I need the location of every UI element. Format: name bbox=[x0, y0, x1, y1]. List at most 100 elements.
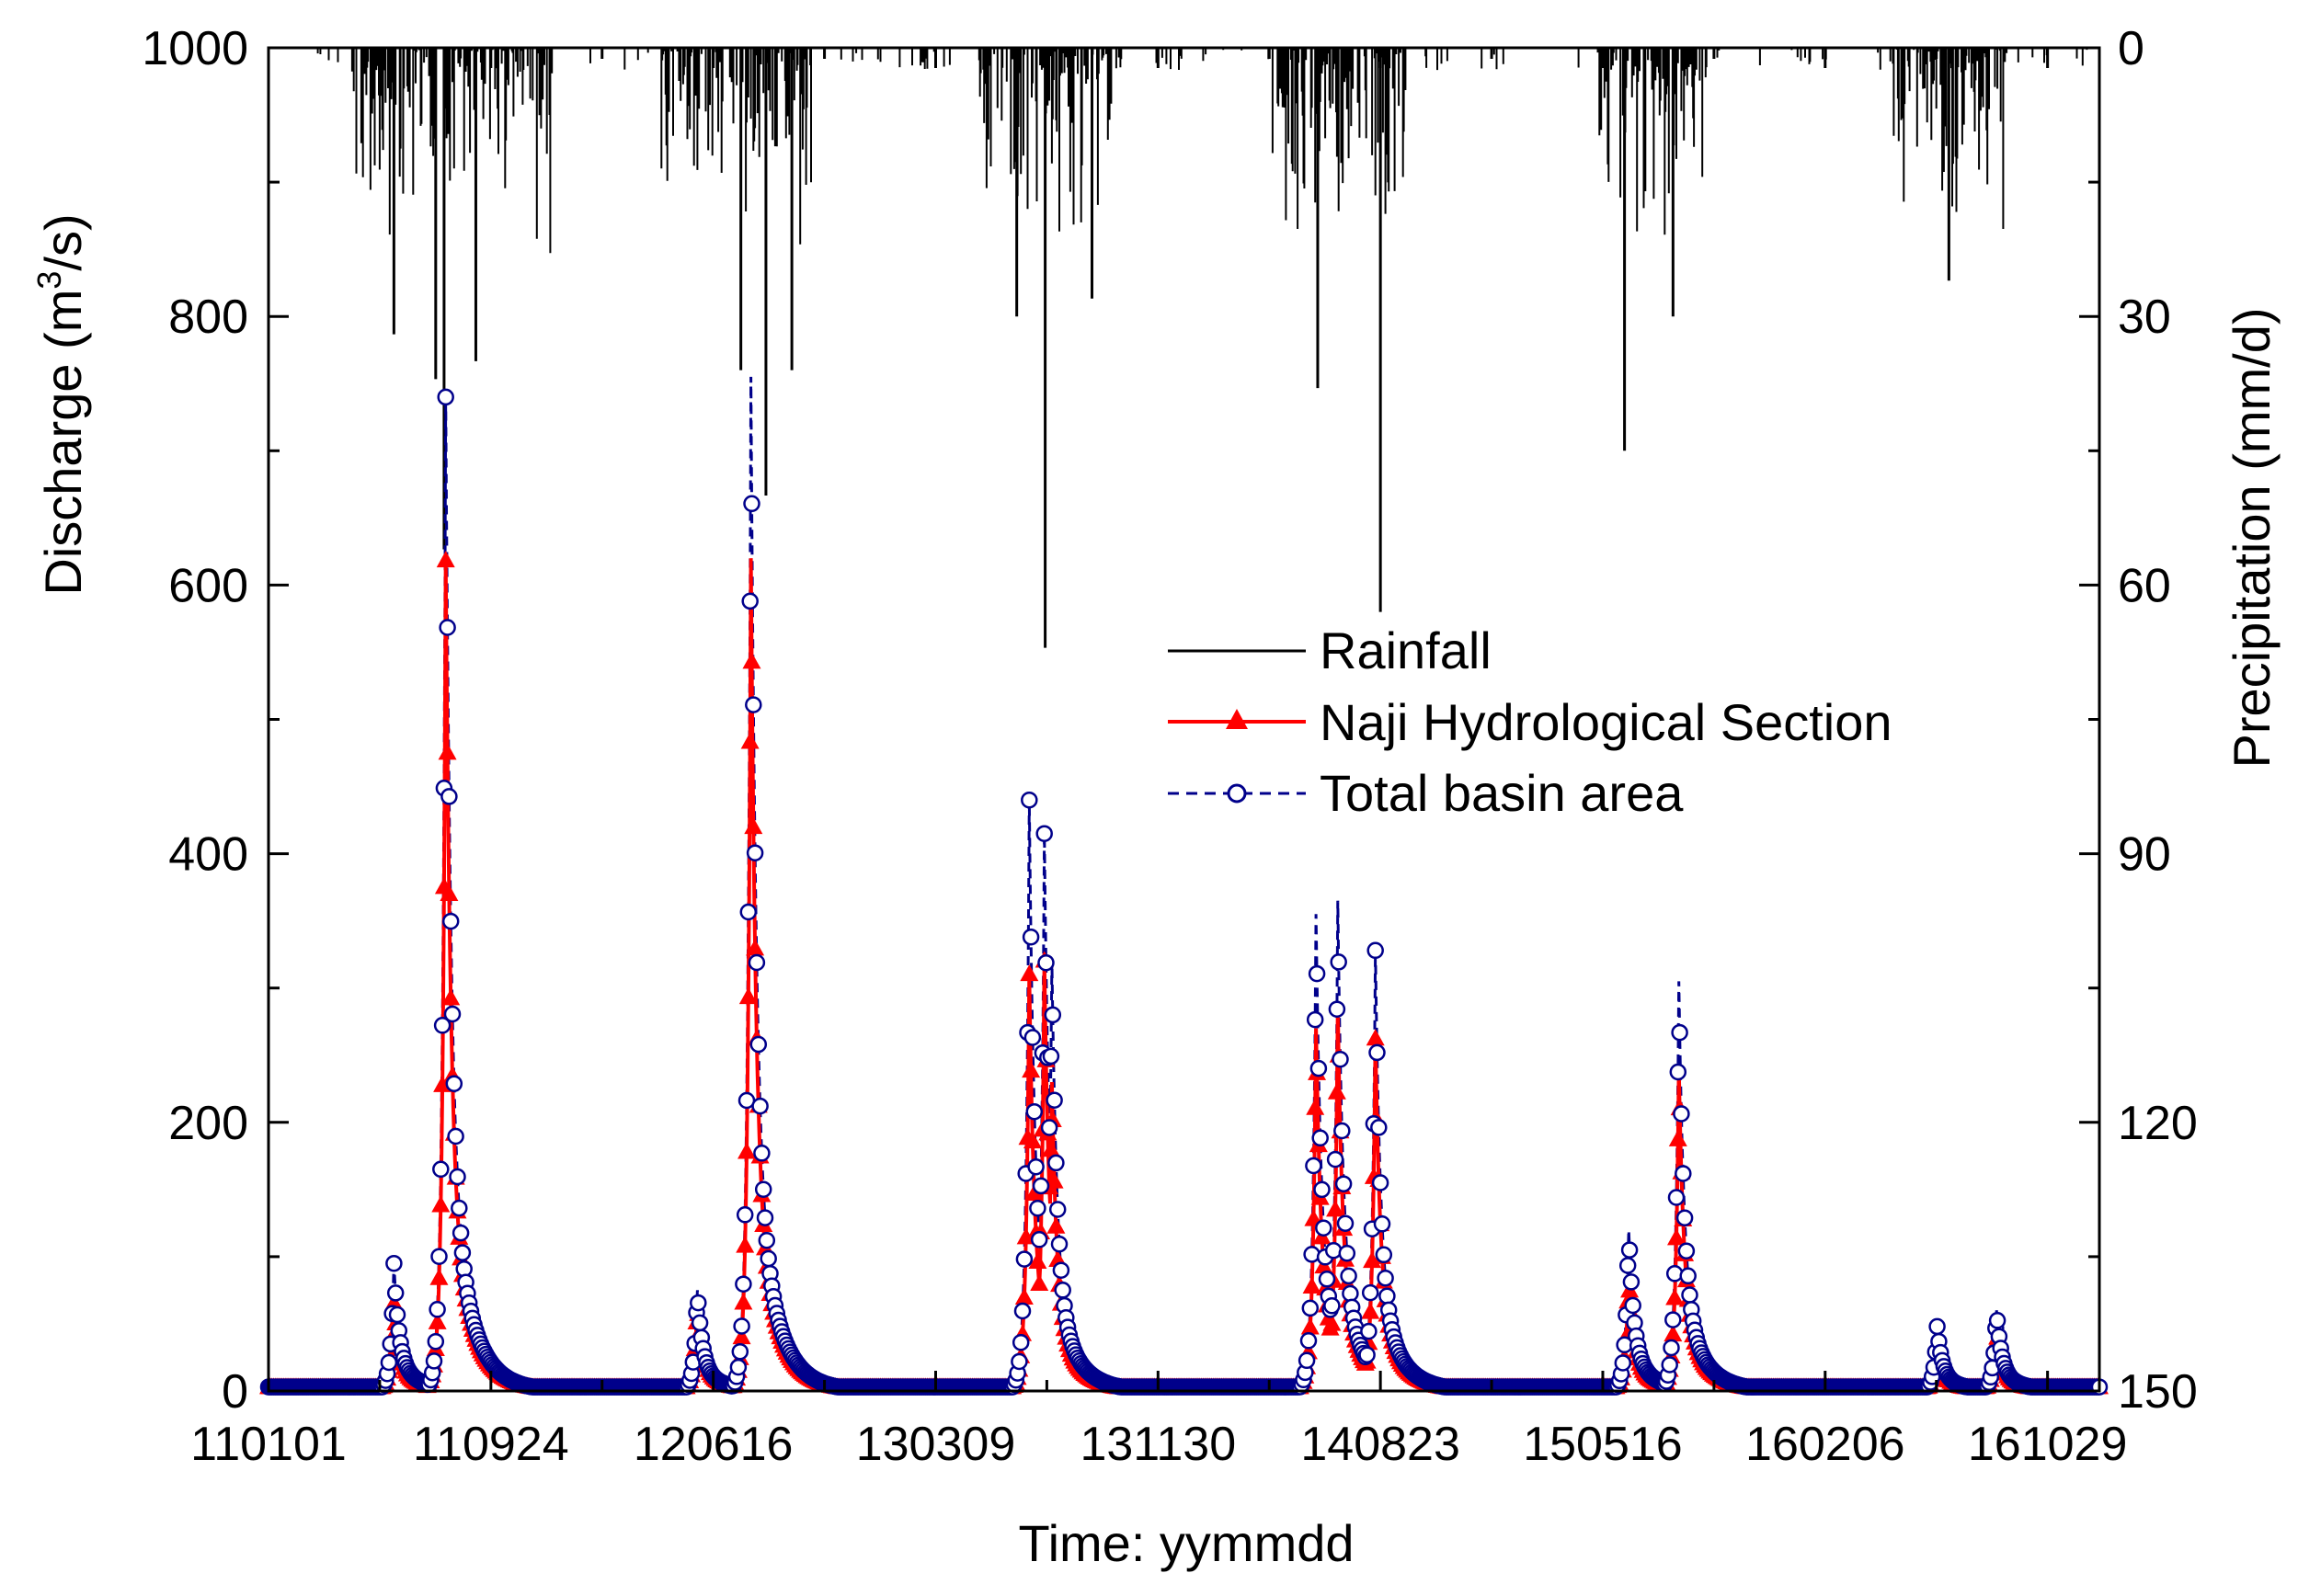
x-tick-label: 130309 bbox=[856, 1418, 1016, 1471]
y-axis-left-title: Discharge (m3/s) bbox=[30, 213, 92, 595]
naji-marker bbox=[1668, 1129, 1687, 1146]
naji-marker bbox=[1020, 964, 1039, 982]
total-marker bbox=[1620, 1241, 1639, 1259]
x-axis-title: Time: yymmdd bbox=[1018, 1514, 1354, 1572]
total-marker bbox=[1334, 1175, 1353, 1192]
total-marker bbox=[445, 1075, 463, 1092]
total-marker bbox=[453, 1244, 472, 1261]
total-marker bbox=[1373, 1215, 1391, 1233]
total-marker bbox=[1375, 1246, 1393, 1264]
total-marker bbox=[1366, 941, 1384, 960]
naji-marker bbox=[744, 817, 763, 835]
total-marker bbox=[1377, 1269, 1394, 1287]
naji-marker bbox=[736, 1236, 755, 1253]
total-marker bbox=[1021, 791, 1038, 809]
total-marker bbox=[1681, 1286, 1698, 1304]
total-marker bbox=[380, 1353, 398, 1372]
total-marker bbox=[1054, 1282, 1071, 1299]
total-marker bbox=[756, 1209, 774, 1226]
total-marker bbox=[1311, 1129, 1329, 1147]
naji-marker bbox=[1306, 1098, 1325, 1115]
total-marker bbox=[1368, 1043, 1386, 1062]
total-marker bbox=[1988, 1312, 2006, 1329]
total-marker bbox=[441, 912, 460, 930]
total-marker bbox=[425, 1352, 443, 1370]
naji-marker bbox=[740, 732, 760, 749]
legend-label-total: Total basin area bbox=[1320, 764, 1684, 822]
total-marker bbox=[1050, 1235, 1069, 1253]
total-marker bbox=[754, 1180, 772, 1198]
total-marker bbox=[731, 1342, 749, 1361]
total-marker bbox=[745, 696, 762, 713]
total-marker bbox=[1037, 953, 1055, 972]
total-marker bbox=[1328, 1000, 1346, 1018]
total-marker bbox=[729, 1358, 748, 1376]
total-marker bbox=[1332, 1050, 1349, 1068]
total-marker bbox=[1378, 1287, 1396, 1305]
y-axis-left-title-prefix: Discharge (m bbox=[34, 290, 92, 596]
rainfall-bars bbox=[316, 48, 2088, 254]
total-marker bbox=[1618, 1257, 1637, 1274]
total-marker bbox=[748, 953, 766, 972]
legend: Rainfall Naji Hydrological Section Total… bbox=[1168, 621, 1892, 822]
total-marker bbox=[1313, 1180, 1331, 1199]
total-marker bbox=[1023, 1029, 1042, 1046]
total-marker bbox=[1299, 1332, 1318, 1350]
total-marker bbox=[1318, 1271, 1336, 1288]
y-right-tick-label: 60 bbox=[2118, 559, 2171, 612]
total-marker bbox=[741, 592, 759, 610]
total-marker bbox=[1012, 1333, 1030, 1351]
total-marker bbox=[743, 495, 760, 513]
total-marker bbox=[1338, 1244, 1356, 1262]
total-marker bbox=[1370, 1119, 1388, 1136]
total-marker bbox=[691, 1314, 709, 1332]
naji-marker bbox=[429, 1268, 449, 1285]
legend-item-rainfall: Rainfall bbox=[1168, 621, 1492, 679]
total-marker bbox=[736, 1206, 754, 1224]
y-left-tick-label: 800 bbox=[168, 291, 248, 344]
total-marker bbox=[385, 1254, 403, 1272]
total-marker bbox=[439, 619, 456, 636]
y-axis-left-title-suffix: /s) bbox=[34, 213, 92, 270]
naji-marker bbox=[1045, 1171, 1064, 1189]
rainfall-series bbox=[316, 48, 2088, 648]
x-tick-label: 160206 bbox=[1745, 1418, 1905, 1471]
total-marker bbox=[1663, 1339, 1680, 1357]
total-marker bbox=[1679, 1267, 1697, 1285]
total-marker bbox=[1042, 1047, 1060, 1066]
total-marker bbox=[1027, 1157, 1045, 1176]
total-marker bbox=[443, 1005, 462, 1023]
y-left-tick-label: 600 bbox=[168, 559, 248, 612]
naji-marker bbox=[746, 939, 765, 956]
y-right-tick-label: 120 bbox=[2118, 1097, 2198, 1150]
total-marker bbox=[1358, 1346, 1376, 1363]
total-marker bbox=[1040, 1119, 1058, 1136]
total-marker bbox=[690, 1294, 707, 1312]
total-marker bbox=[739, 903, 758, 921]
naji-marker bbox=[1665, 1288, 1685, 1305]
naji-marker bbox=[1028, 1251, 1047, 1269]
y-right-tick-label: 0 bbox=[2118, 22, 2144, 75]
total-marker bbox=[1048, 1201, 1067, 1218]
x-tick-label: 150516 bbox=[1523, 1418, 1683, 1471]
naji-marker bbox=[1302, 1276, 1321, 1294]
legend-label-rainfall: Rainfall bbox=[1320, 621, 1492, 679]
total-marker bbox=[1677, 1242, 1696, 1260]
total-marker bbox=[1326, 1150, 1344, 1168]
y-axis-left-title-sup: 3 bbox=[30, 271, 68, 290]
naji-marker bbox=[1016, 1227, 1035, 1245]
total-marker bbox=[440, 788, 458, 805]
total-marker bbox=[1015, 1250, 1034, 1268]
x-tick-label: 131130 bbox=[1080, 1418, 1236, 1471]
total-marker bbox=[1333, 1122, 1351, 1140]
total-marker bbox=[1301, 1299, 1320, 1317]
total-marker bbox=[1306, 1010, 1324, 1029]
naji-marker bbox=[1022, 1061, 1041, 1078]
total-marker bbox=[1673, 1105, 1690, 1123]
naji-marker bbox=[1014, 1287, 1034, 1305]
total-marker bbox=[1669, 1063, 1687, 1081]
total-marker bbox=[753, 1145, 771, 1162]
naji-marker bbox=[738, 987, 758, 1005]
total-basin-area-markers bbox=[259, 388, 2109, 1396]
total-marker bbox=[432, 1160, 450, 1179]
